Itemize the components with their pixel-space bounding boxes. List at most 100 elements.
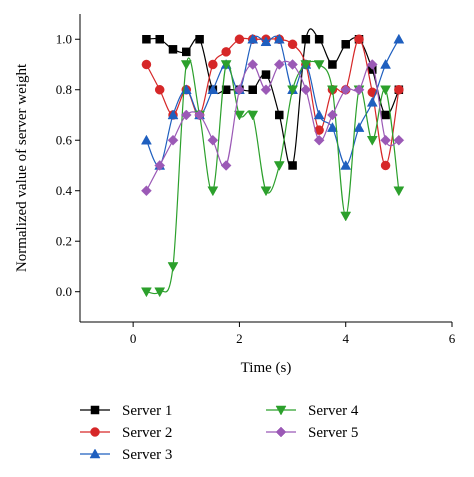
- series-3-point: [327, 122, 338, 132]
- series-1-point: [142, 34, 151, 44]
- series-4-point: [340, 211, 352, 222]
- legend-label: Server 5: [308, 425, 358, 441]
- series-1-point: [381, 110, 390, 120]
- series-2-point: [314, 125, 324, 135]
- series-1-point: [341, 40, 350, 49]
- series-4-point: [327, 85, 338, 96]
- series-4-point: [167, 262, 179, 272]
- series-3-point: [340, 159, 352, 170]
- series-5-point: [260, 84, 272, 96]
- series-5-point: [234, 84, 245, 96]
- series-3-point: [380, 58, 391, 69]
- series-5-point: [393, 134, 405, 146]
- x-tick-label: 2: [236, 331, 243, 346]
- series-5-point: [247, 59, 259, 70]
- series-5-point: [194, 109, 205, 121]
- series-4-point: [207, 186, 219, 197]
- series-4-point: [273, 161, 285, 171]
- y-tick-label: 0.8: [56, 82, 72, 97]
- series-3-point: [260, 36, 272, 47]
- legend-item-5: Server 5: [266, 425, 358, 441]
- legend-swatch-marker: [90, 405, 100, 415]
- series-2-point: [354, 34, 364, 44]
- series-1-point: [168, 45, 178, 54]
- series-group: [141, 28, 405, 298]
- legend-swatch-marker: [90, 427, 100, 437]
- series-4-point: [380, 85, 391, 96]
- series-4-point: [234, 110, 245, 121]
- series-5-point: [141, 185, 152, 197]
- legend-label: Server 4: [308, 403, 359, 419]
- series-1-point: [288, 161, 297, 170]
- series-3-point: [141, 134, 152, 145]
- series-4-point: [313, 60, 325, 71]
- series-5-point: [167, 134, 179, 146]
- series-3-point: [313, 109, 325, 120]
- series-2-point: [154, 84, 165, 95]
- series-2-point: [394, 84, 404, 95]
- series-4-point: [393, 186, 405, 197]
- series-5-point: [353, 84, 365, 96]
- legend-item-4: Server 4: [266, 403, 359, 419]
- series-5: [141, 59, 405, 197]
- series-1-point: [195, 34, 204, 44]
- series-3-point: [393, 33, 405, 44]
- x-tick-label: 4: [342, 331, 349, 346]
- series-2-point: [287, 39, 298, 50]
- series-3-point: [167, 109, 179, 120]
- y-tick-label: 0.6: [56, 133, 73, 148]
- series-2-point: [367, 87, 378, 98]
- legend-item-2: Server 2: [80, 425, 172, 441]
- x-tick-label: 6: [449, 331, 456, 346]
- y-axis-label: Normalized value of server weight: [14, 63, 30, 272]
- axes: 0 2 4 6 0.0 0.2 0.4 0.6 0.8 1.0: [56, 14, 456, 346]
- legend-label: Server 3: [122, 447, 172, 463]
- legend: Server 1 Server 2 Server 3 Server 4 Server 5: [80, 403, 359, 463]
- series-3-point: [207, 84, 219, 94]
- legend-label: Server 1: [122, 403, 172, 419]
- x-axis-label: Time (s): [241, 360, 292, 376]
- series-2-point: [234, 34, 245, 44]
- legend-swatch-marker: [89, 448, 101, 459]
- series-5-point: [287, 59, 298, 70]
- legend-label: Server 2: [122, 425, 172, 441]
- series-2-point: [380, 160, 391, 171]
- legend-item-1: Server 1: [80, 403, 172, 419]
- series-4-point: [366, 135, 378, 146]
- series-1-point: [314, 34, 324, 44]
- series-4-point: [300, 60, 312, 71]
- series-5-point: [220, 160, 232, 171]
- series-1-point: [328, 60, 337, 69]
- y-tick-label: 1.0: [56, 32, 72, 47]
- series-5-point: [154, 160, 166, 171]
- series-4-point: [220, 60, 232, 71]
- series-1-point: [261, 70, 271, 79]
- series-1-point: [301, 34, 311, 44]
- series-4-point: [180, 60, 192, 71]
- series-1-point: [248, 85, 257, 94]
- series-1-point: [275, 110, 284, 120]
- x-tick-label: 0: [130, 331, 137, 346]
- series-3-point: [273, 33, 285, 44]
- series-2-point: [221, 47, 231, 57]
- series-4-point: [141, 287, 152, 298]
- legend-swatch-marker: [275, 426, 287, 438]
- series-5-point: [340, 84, 352, 96]
- series-4-point: [260, 186, 272, 197]
- series-5-point: [273, 59, 285, 70]
- series-5-point: [300, 84, 312, 96]
- y-tick-label: 0.0: [56, 284, 72, 299]
- series-5-point: [180, 109, 192, 121]
- series-2-point: [208, 59, 218, 70]
- series-4-point: [287, 85, 298, 96]
- series-5-point: [380, 134, 391, 146]
- series-1-point: [182, 47, 191, 57]
- series-1-point: [221, 85, 231, 94]
- series-3-point: [247, 33, 259, 44]
- y-tick-label: 0.2: [56, 234, 72, 249]
- y-tick-label: 0.4: [56, 183, 73, 198]
- series-2-point: [141, 59, 152, 70]
- series-4-point: [154, 287, 166, 298]
- series-4-point: [247, 110, 259, 121]
